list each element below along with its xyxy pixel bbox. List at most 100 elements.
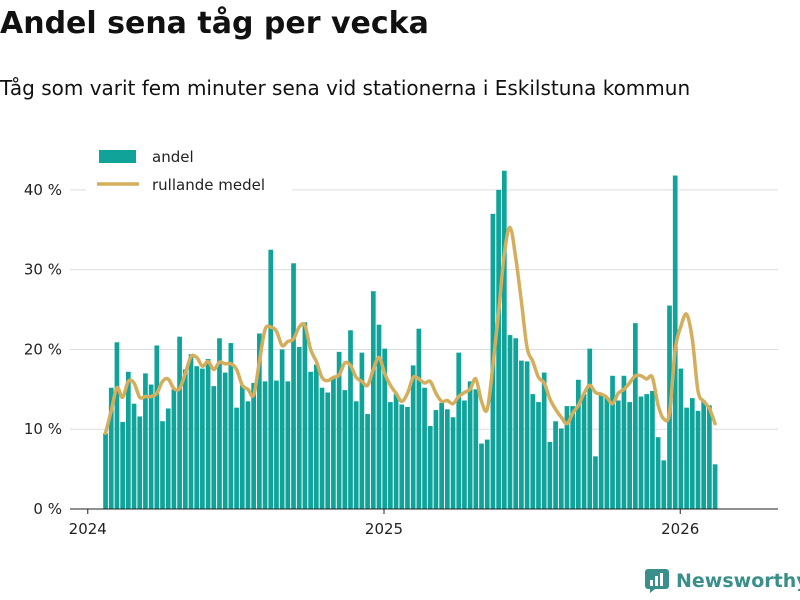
bar	[473, 389, 479, 509]
bar	[712, 464, 718, 509]
bar	[251, 382, 257, 509]
bar	[410, 365, 416, 509]
bar	[416, 328, 422, 509]
bar	[154, 345, 160, 509]
bar	[137, 416, 143, 509]
legend-swatch-andel	[99, 150, 136, 163]
bar	[467, 381, 473, 509]
bar	[519, 360, 524, 509]
bar	[456, 352, 462, 509]
bar	[524, 361, 530, 509]
bar	[365, 414, 370, 509]
bar	[131, 403, 137, 509]
bar	[342, 390, 348, 509]
bar	[513, 338, 519, 509]
bar	[194, 366, 200, 509]
legend-label-andel: andel	[152, 148, 194, 166]
bar	[177, 336, 182, 509]
bar	[439, 402, 444, 509]
bar	[610, 375, 615, 509]
bar	[257, 333, 262, 509]
bar	[507, 335, 513, 509]
bar	[222, 372, 228, 509]
bar	[587, 348, 593, 509]
brand-name: Newsworthy	[676, 570, 800, 592]
y-tick-label: 30 %	[24, 261, 62, 279]
bar	[376, 324, 382, 509]
legend-label-rullande-medel: rullande medel	[152, 176, 265, 194]
bar	[319, 387, 325, 509]
bar	[291, 263, 296, 509]
bar	[268, 249, 274, 509]
bar	[108, 387, 114, 509]
bar	[570, 406, 576, 509]
bar	[558, 428, 564, 509]
bar	[313, 364, 319, 509]
rolling-mean-line	[103, 225, 717, 435]
bar	[462, 400, 467, 509]
bar	[188, 354, 194, 509]
bar	[274, 380, 279, 509]
bar	[239, 385, 245, 509]
chart-title: Andel sena tåg per vecka	[0, 6, 429, 41]
bar	[536, 402, 541, 509]
bar	[148, 384, 154, 509]
bar	[553, 421, 558, 509]
y-tick-label: 0 %	[33, 500, 62, 518]
bar	[695, 410, 701, 509]
bar	[114, 342, 120, 509]
bar	[393, 394, 399, 509]
bar	[638, 396, 644, 509]
bar	[541, 372, 547, 509]
bar	[678, 368, 684, 509]
bar	[593, 456, 598, 509]
bar	[530, 394, 536, 509]
bar	[285, 381, 291, 509]
bar	[165, 408, 171, 509]
brand-logo: Newsworthy	[644, 568, 800, 594]
bar	[598, 393, 604, 509]
bar	[353, 401, 359, 509]
bar	[302, 322, 308, 509]
bar	[427, 426, 433, 509]
bar	[217, 338, 222, 509]
bar	[200, 368, 205, 509]
bar	[632, 323, 638, 509]
bar	[701, 400, 707, 509]
bar	[182, 369, 188, 509]
bar	[160, 421, 165, 509]
bar	[661, 460, 667, 509]
y-tick-label: 40 %	[24, 181, 62, 199]
bar	[405, 406, 410, 509]
bar	[576, 379, 581, 509]
y-tick-label: 20 %	[24, 340, 62, 358]
x-tick-label: 2024	[69, 520, 107, 538]
bar	[564, 406, 570, 509]
bar	[581, 394, 587, 509]
bar	[707, 405, 712, 509]
bar	[444, 409, 450, 509]
bar	[234, 407, 239, 509]
bar	[125, 371, 131, 509]
bar	[501, 170, 507, 509]
bar	[103, 433, 108, 509]
bar	[308, 371, 313, 509]
line-series	[103, 225, 717, 435]
bar-series	[103, 170, 718, 510]
bar	[205, 359, 211, 509]
bar	[627, 402, 632, 509]
bar	[684, 407, 689, 509]
bar	[399, 404, 405, 509]
bar	[547, 441, 553, 509]
bar	[433, 410, 439, 509]
bar	[388, 402, 393, 509]
bar	[331, 377, 336, 509]
bar	[279, 349, 285, 509]
bar	[370, 291, 376, 509]
bar	[650, 390, 655, 509]
bar	[211, 386, 217, 509]
bar	[228, 343, 234, 509]
bar	[496, 189, 501, 509]
bar	[615, 400, 621, 509]
